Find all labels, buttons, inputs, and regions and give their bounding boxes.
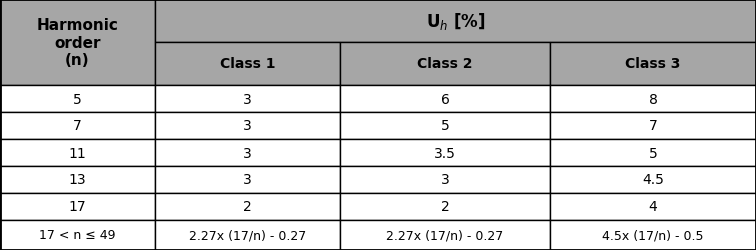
Text: Class 3: Class 3 [625, 57, 680, 71]
Text: 7: 7 [649, 119, 658, 133]
Bar [0, 86, 155, 112]
Text: 13: 13 [69, 173, 86, 187]
Text: 2: 2 [441, 200, 449, 214]
Text: 3: 3 [243, 92, 252, 106]
Bar [155, 43, 340, 86]
Bar [340, 220, 550, 250]
Bar [155, 193, 340, 220]
Text: Class 1: Class 1 [220, 57, 275, 71]
Bar [550, 86, 756, 112]
Bar [340, 112, 550, 140]
Bar [550, 193, 756, 220]
Text: 6: 6 [441, 92, 449, 106]
Text: 17 < n ≤ 49: 17 < n ≤ 49 [39, 228, 116, 241]
Bar [550, 220, 756, 250]
Text: 17: 17 [69, 200, 86, 214]
Text: 11: 11 [69, 146, 86, 160]
Bar [550, 140, 756, 166]
Text: 3: 3 [243, 119, 252, 133]
Bar [155, 166, 340, 193]
Bar [340, 43, 550, 86]
Bar [0, 0, 155, 86]
Text: 3: 3 [441, 173, 449, 187]
Bar [0, 166, 155, 193]
Bar [0, 193, 155, 220]
Text: 2.27x (17/n) - 0.27: 2.27x (17/n) - 0.27 [386, 228, 503, 241]
Text: 5: 5 [441, 119, 449, 133]
Text: 3: 3 [243, 173, 252, 187]
Bar [550, 166, 756, 193]
Bar [155, 112, 340, 140]
Bar [0, 112, 155, 140]
Text: Harmonic
order
(n): Harmonic order (n) [36, 18, 119, 68]
Text: 8: 8 [649, 92, 658, 106]
Text: 4.5x (17/n) - 0.5: 4.5x (17/n) - 0.5 [603, 228, 704, 241]
Text: 4.5: 4.5 [642, 173, 664, 187]
Text: Class 2: Class 2 [417, 57, 472, 71]
Text: 3.5: 3.5 [434, 146, 456, 160]
Text: 5: 5 [73, 92, 82, 106]
Bar [550, 43, 756, 86]
Bar [340, 166, 550, 193]
Text: 4: 4 [649, 200, 658, 214]
Text: 2.27x (17/n) - 0.27: 2.27x (17/n) - 0.27 [189, 228, 306, 241]
Text: U$_h$ [%]: U$_h$ [%] [426, 11, 485, 32]
Bar [0, 220, 155, 250]
Bar [550, 112, 756, 140]
Bar [155, 220, 340, 250]
Bar [340, 86, 550, 112]
Text: 7: 7 [73, 119, 82, 133]
Text: 3: 3 [243, 146, 252, 160]
Bar [0, 140, 155, 166]
Bar [340, 193, 550, 220]
Bar [155, 86, 340, 112]
Bar [155, 0, 756, 43]
Bar [340, 140, 550, 166]
Text: 2: 2 [243, 200, 252, 214]
Bar [155, 140, 340, 166]
Text: 5: 5 [649, 146, 658, 160]
